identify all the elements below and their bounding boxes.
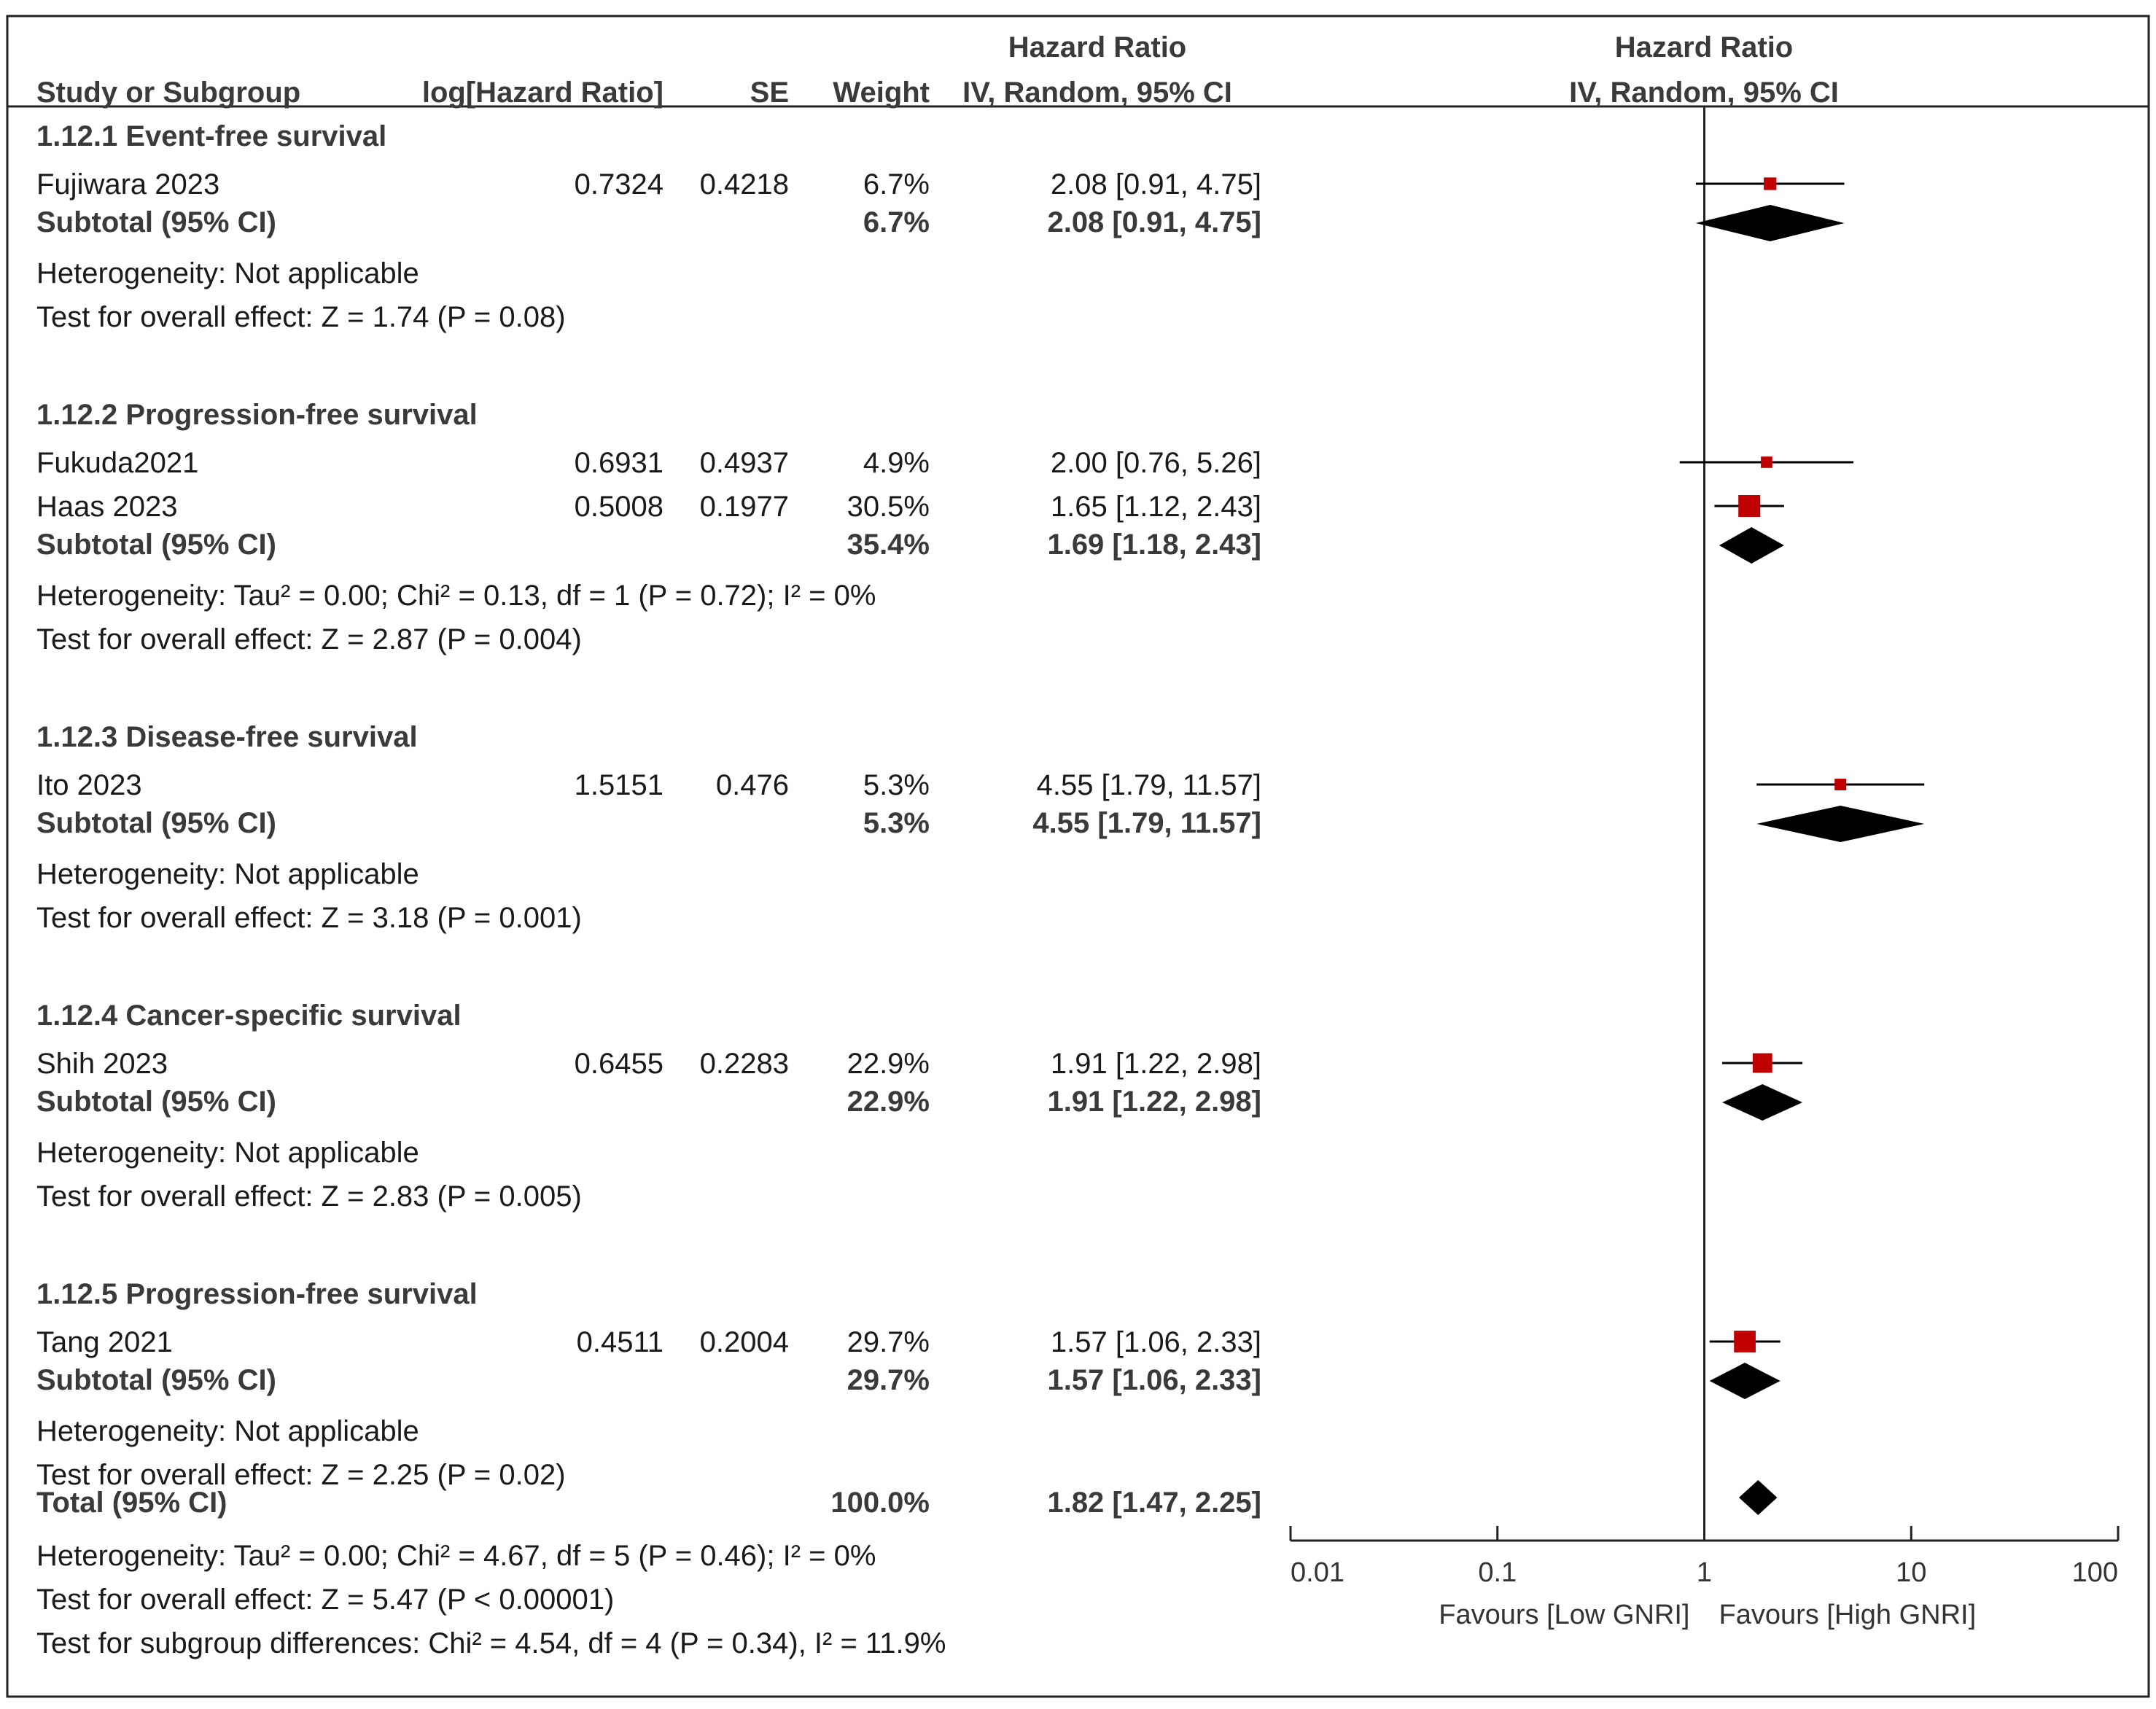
study-loghr: 1.5151 xyxy=(575,769,663,801)
subtotal-ci: 1.91 [1.22, 2.98] xyxy=(1047,1086,1261,1118)
study-weight: 5.3% xyxy=(863,769,930,801)
study-se: 0.2004 xyxy=(700,1326,789,1358)
study-ci: 1.91 [1.22, 2.98] xyxy=(1051,1048,1261,1080)
study-weight: 6.7% xyxy=(863,168,930,201)
x-tick-label: 10 xyxy=(1896,1557,1926,1588)
study-loghr: 0.7324 xyxy=(575,168,663,201)
study-square xyxy=(1834,778,1847,791)
subtotal-weight: 29.7% xyxy=(847,1364,930,1396)
subtotal-label: Subtotal (95% CI) xyxy=(36,1364,276,1396)
subtotal-weight: 6.7% xyxy=(863,206,930,238)
subtotal-diamond xyxy=(1709,1363,1781,1399)
header-loghr: log[Hazard Ratio] xyxy=(422,77,663,109)
figure-border xyxy=(6,15,2150,1698)
heterogeneity-text: Heterogeneity: Not applicable xyxy=(36,1415,419,1447)
study-square xyxy=(1738,495,1761,517)
header-hr-method: IV, Random, 95% CI xyxy=(962,77,1232,109)
heterogeneity-text: Heterogeneity: Not applicable xyxy=(36,257,419,289)
header-plot-title: Hazard Ratio xyxy=(1615,31,1794,63)
study-ci: 1.65 [1.12, 2.43] xyxy=(1051,491,1261,523)
subgroup-title: 1.12.2 Progression-free survival xyxy=(36,399,478,431)
subgroup-title: 1.12.1 Event-free survival xyxy=(36,120,386,152)
total-label: Total (95% CI) xyxy=(36,1487,227,1519)
study-se: 0.476 xyxy=(716,769,789,801)
header-weight: Weight xyxy=(833,77,930,109)
study-ci: 2.08 [0.91, 4.75] xyxy=(1051,168,1261,201)
study-square xyxy=(1734,1331,1756,1352)
header-se: SE xyxy=(750,77,789,109)
total-weight: 100.0% xyxy=(830,1487,930,1519)
subtotal-weight: 5.3% xyxy=(863,807,930,839)
subgroup-differences: Test for subgroup differences: Chi² = 4.… xyxy=(36,1627,946,1659)
study-name: Shih 2023 xyxy=(36,1048,168,1080)
study-weight: 22.9% xyxy=(847,1048,930,1080)
study-se: 0.1977 xyxy=(700,491,789,523)
heterogeneity-text: Heterogeneity: Not applicable xyxy=(36,1137,419,1169)
x-tick-label: 0.01 xyxy=(1291,1557,1344,1588)
study-loghr: 0.6455 xyxy=(575,1048,663,1080)
heterogeneity-text: Heterogeneity: Not applicable xyxy=(36,858,419,890)
header-plot-method: IV, Random, 95% CI xyxy=(1569,77,1839,109)
study-weight: 29.7% xyxy=(847,1326,930,1358)
x-tick-label: 1 xyxy=(1697,1557,1712,1588)
total-heterogeneity: Heterogeneity: Tau² = 0.00; Chi² = 4.67,… xyxy=(36,1540,876,1572)
subgroup-title: 1.12.5 Progression-free survival xyxy=(36,1278,478,1310)
study-loghr: 0.6931 xyxy=(575,447,663,479)
favours-right-label: Favours [High GNRI] xyxy=(1719,1600,1977,1630)
heterogeneity-text: Heterogeneity: Tau² = 0.00; Chi² = 0.13,… xyxy=(36,580,876,612)
study-se: 0.4218 xyxy=(700,168,789,201)
subtotal-diamond xyxy=(1719,527,1784,564)
subtotal-label: Subtotal (95% CI) xyxy=(36,529,276,561)
study-square xyxy=(1752,1053,1772,1073)
subtotal-diamond xyxy=(1722,1084,1803,1121)
total-overall-effect: Test for overall effect: Z = 5.47 (P < 0… xyxy=(36,1584,614,1616)
x-tick-label: 100 xyxy=(2072,1557,2118,1588)
subtotal-ci: 4.55 [1.79, 11.57] xyxy=(1032,807,1261,839)
x-tick-label: 0.1 xyxy=(1478,1557,1517,1588)
subtotal-diamond xyxy=(1695,205,1845,241)
subgroup-title: 1.12.3 Disease-free survival xyxy=(36,721,418,753)
subtotal-label: Subtotal (95% CI) xyxy=(36,807,276,839)
study-square xyxy=(1764,177,1777,190)
study-name: Haas 2023 xyxy=(36,491,177,523)
study-name: Fujiwara 2023 xyxy=(36,168,219,201)
subtotal-ci: 1.57 [1.06, 2.33] xyxy=(1047,1364,1261,1396)
overall-effect-text: Test for overall effect: Z = 3.18 (P = 0… xyxy=(36,902,582,934)
subtotal-ci: 1.69 [1.18, 2.43] xyxy=(1047,529,1261,561)
total-ci: 1.82 [1.47, 2.25] xyxy=(1047,1487,1261,1519)
study-ci: 2.00 [0.76, 5.26] xyxy=(1051,447,1261,479)
subtotal-label: Subtotal (95% CI) xyxy=(36,1086,276,1118)
study-name: Fukuda2021 xyxy=(36,447,198,479)
overall-effect-text: Test for overall effect: Z = 2.87 (P = 0… xyxy=(36,623,582,655)
study-se: 0.4937 xyxy=(700,447,789,479)
subtotal-weight: 35.4% xyxy=(847,529,930,561)
study-weight: 30.5% xyxy=(847,491,930,523)
study-name: Ito 2023 xyxy=(36,769,142,801)
study-se: 0.2283 xyxy=(700,1048,789,1080)
overall-effect-text: Test for overall effect: Z = 2.25 (P = 0… xyxy=(36,1459,566,1491)
favours-left-label: Favours [Low GNRI] xyxy=(1439,1600,1689,1630)
overall-effect-text: Test for overall effect: Z = 2.83 (P = 0… xyxy=(36,1180,582,1212)
study-weight: 4.9% xyxy=(863,447,930,479)
subtotal-ci: 2.08 [0.91, 4.75] xyxy=(1047,206,1261,238)
study-square xyxy=(1761,456,1772,468)
study-ci: 1.57 [1.06, 2.33] xyxy=(1051,1326,1261,1358)
subtotal-weight: 22.9% xyxy=(847,1086,930,1118)
header-study: Study or Subgroup xyxy=(36,77,300,109)
header-hr-title: Hazard Ratio xyxy=(1008,31,1187,63)
overall-effect-text: Test for overall effect: Z = 1.74 (P = 0… xyxy=(36,301,566,333)
study-loghr: 0.5008 xyxy=(575,491,663,523)
study-loghr: 0.4511 xyxy=(577,1326,663,1358)
subtotal-diamond xyxy=(1756,806,1925,842)
total-diamond xyxy=(1738,1480,1778,1515)
subtotal-label: Subtotal (95% CI) xyxy=(36,206,276,238)
study-name: Tang 2021 xyxy=(36,1326,173,1358)
subgroup-title: 1.12.4 Cancer-specific survival xyxy=(36,1000,462,1032)
study-ci: 4.55 [1.79, 11.57] xyxy=(1037,769,1261,801)
